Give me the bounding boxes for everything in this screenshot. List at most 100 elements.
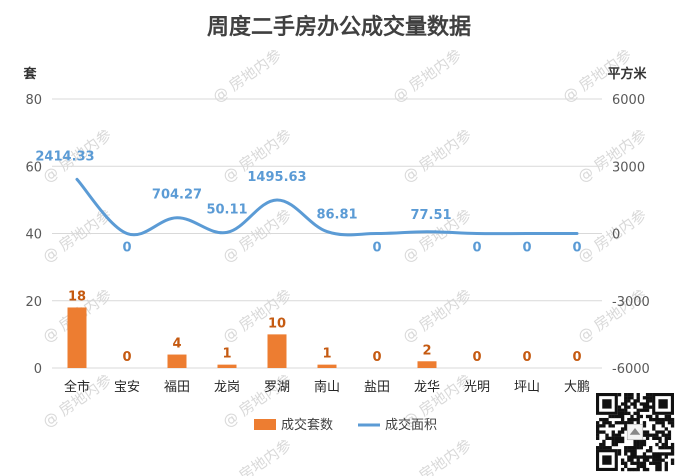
qr-module (627, 446, 631, 450)
line-value-label: 0 (122, 241, 131, 256)
qr-module (633, 446, 637, 450)
qr-module (617, 439, 622, 444)
qr-module (639, 408, 643, 412)
qr-module (608, 421, 612, 425)
bar (217, 364, 237, 368)
qr-module (661, 446, 665, 450)
qr-module (633, 417, 637, 422)
qr-module (658, 446, 662, 450)
qr-module (608, 424, 612, 428)
bar-value-label: 4 (172, 337, 181, 352)
qr-module (599, 417, 603, 422)
line-value-label: 0 (372, 241, 381, 256)
qr-module (664, 433, 668, 437)
qr-module (624, 393, 628, 397)
qr-module (658, 461, 662, 465)
qr-logo-roof (629, 427, 641, 435)
qr-module (608, 436, 612, 440)
qr-module (611, 430, 615, 434)
qr-module (642, 455, 647, 459)
line-data-labels: 2414.33 0 704.27 50.11 1495.63 86.81 0 77.51 0 0 0 (35, 149, 581, 255)
qr-module (664, 442, 668, 447)
qr-module (602, 424, 606, 428)
qr-module (667, 436, 672, 440)
bar-value-label: 10 (268, 316, 286, 331)
qr-module (642, 408, 647, 412)
qr-module (645, 414, 650, 419)
qr-module (614, 436, 619, 440)
qr-module (658, 421, 662, 425)
watermark-text: @ 房地内参 (219, 436, 295, 476)
qr-module (639, 464, 643, 469)
qr-module (645, 458, 650, 462)
qr-module (617, 405, 622, 409)
qr-module (645, 436, 650, 440)
qr-module (596, 421, 600, 425)
watermark-text: @ 房地内参 (209, 46, 285, 107)
qr-module (652, 417, 656, 422)
qr-module (664, 467, 668, 472)
qr-module (630, 393, 634, 397)
qr-module (661, 424, 665, 428)
qr-module (627, 417, 631, 422)
qr-module (642, 424, 647, 428)
qr-module (636, 455, 640, 459)
qr-module (620, 430, 625, 434)
right-tick-label: 3000 (612, 160, 645, 175)
qr-module (670, 446, 675, 450)
watermark-text: @ 房地内参 (399, 286, 475, 347)
qr-module (599, 446, 603, 450)
qr-module (652, 452, 656, 456)
qr-module (645, 393, 650, 397)
qr-module (636, 408, 640, 412)
qr-module (627, 449, 631, 453)
legend: 成交套数 成交面积 (254, 417, 437, 433)
qr-module (652, 424, 656, 428)
category-label: 盐田 (364, 380, 390, 395)
qr-module (658, 436, 662, 440)
qr-module (617, 393, 622, 397)
qr-module (649, 461, 653, 465)
qr-module (596, 424, 600, 428)
qr-module (645, 467, 650, 472)
right-axis-unit: 平方米 (607, 66, 647, 82)
qr-module (645, 396, 650, 400)
qr-module (636, 399, 640, 403)
qr-module (605, 417, 609, 422)
qr-module (639, 461, 643, 465)
qr-module (620, 417, 625, 422)
qr-module (630, 446, 634, 450)
qr-module (664, 427, 668, 431)
qr-module (602, 430, 606, 434)
qr-module (667, 433, 672, 437)
category-label: 宝安 (114, 380, 140, 395)
qr-module (617, 411, 622, 416)
qr-module (627, 393, 631, 397)
qr-module (636, 461, 640, 465)
qr-module (664, 446, 668, 450)
qr-module (611, 436, 615, 440)
qr-module (636, 393, 640, 397)
qr-module (611, 433, 615, 437)
qr-module (642, 439, 647, 444)
qr-module (633, 449, 637, 453)
qr-module (636, 446, 640, 450)
watermark-text: @ 房地内参 (399, 436, 475, 476)
qr-module (627, 396, 631, 400)
qr-module (633, 405, 637, 409)
qr-module (642, 452, 647, 456)
watermark-text: @ 房地内参 (399, 126, 475, 187)
category-label: 坪山 (514, 380, 540, 395)
bar-value-label: 0 (122, 350, 131, 365)
line-value-label: 0 (572, 241, 581, 256)
qr-module (658, 439, 662, 444)
legend-line-label: 成交面积 (385, 417, 437, 433)
qr-module (652, 461, 656, 465)
qr-module (636, 417, 640, 422)
qr-finder-core (602, 455, 612, 465)
qr-module (658, 452, 662, 456)
right-tick-label: 0 (612, 228, 620, 243)
qr-module (633, 442, 637, 447)
qr-module (620, 467, 625, 472)
qr-module (636, 411, 640, 416)
